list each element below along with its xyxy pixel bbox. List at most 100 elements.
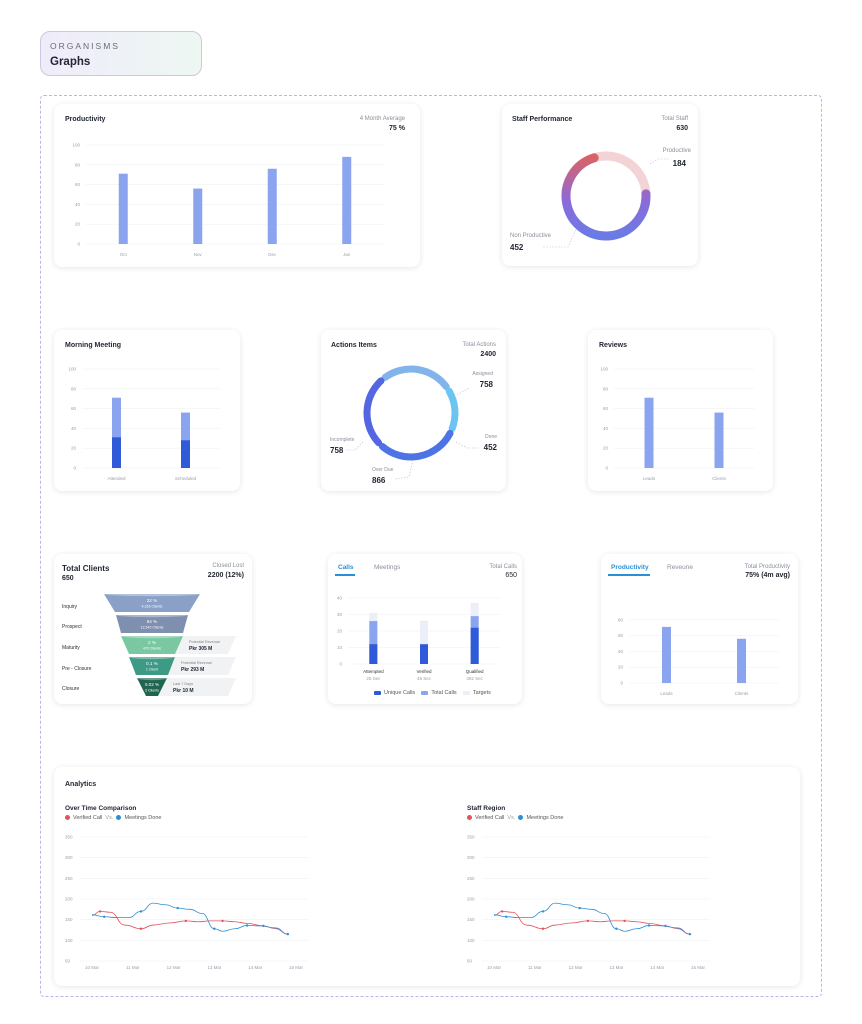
actions-assigned-label: Assigned	[472, 371, 493, 377]
y-tick-label: 0	[73, 466, 76, 471]
series-point	[213, 927, 216, 930]
series-point	[623, 919, 626, 923]
analytics-line-charts: 50 100 150 200 250 300 350 10 Mar 11 Mar 12 Mar 13…	[65, 835, 710, 970]
series-point	[245, 924, 249, 927]
funnel-stage-label: Maturity	[62, 645, 80, 651]
series-point	[500, 910, 504, 913]
x-tick-label: Clients	[712, 476, 727, 481]
y-tick-label: 100	[600, 367, 608, 372]
productivity-bar	[342, 156, 352, 244]
staff-donut-chart	[542, 151, 670, 248]
funnel-segment	[137, 678, 167, 696]
reviews-bar	[714, 412, 724, 468]
tab-calls[interactable]: Calls	[338, 564, 354, 571]
funnel-side-panel	[159, 678, 236, 696]
y-tick-label: 60	[71, 406, 77, 411]
verified-call-dot	[467, 815, 472, 821]
comparison-title: Over Time Comparison	[65, 805, 137, 812]
actions-items-card: Actions Items Total Actions 2400 Assigne…	[321, 330, 506, 491]
actions-assigned-value: 758	[479, 380, 493, 389]
series-point	[688, 932, 692, 936]
funnel-stage-label: Closure	[62, 686, 79, 692]
productivity-tabs-card: Productivity Reveune Total Productivity …	[601, 554, 798, 704]
y-tick-label: 200	[65, 897, 73, 902]
funnel-count: 12,542 Clients	[141, 626, 164, 630]
meetings-done-dot	[116, 815, 122, 821]
funnel-count: 3 Clients	[145, 689, 159, 693]
y-tick-label: 20	[71, 446, 77, 451]
x-tick-label: Scheduled	[175, 476, 197, 481]
actions-done-label: Done	[485, 434, 497, 440]
leader-line	[455, 441, 479, 449]
leader-line	[456, 387, 470, 396]
y-tick-label: 40	[75, 202, 81, 207]
action-slice	[381, 365, 450, 391]
productivity-title: Productivity	[65, 116, 106, 123]
x-tick-label: 13 Mar	[609, 965, 624, 970]
x-tick-label: 11 Mar	[528, 965, 542, 970]
x-tick-label: 11 Mar	[126, 965, 140, 970]
series-point	[615, 927, 618, 930]
x-tick-label: 15 Mar	[691, 965, 706, 970]
y-tick-label: 250	[65, 876, 73, 881]
funnel-segment	[129, 657, 175, 675]
y-tick-label: 0	[620, 681, 623, 686]
x-tick-label: 12 Mar	[167, 965, 182, 970]
y-tick-label: 200	[467, 897, 475, 902]
funnel-segment	[116, 615, 188, 633]
y-tick-label: 20	[75, 222, 81, 227]
funnel-pct: 0.02 %	[145, 682, 159, 687]
x-tick-label: Verified	[416, 669, 432, 674]
tab-calls-underline	[335, 574, 355, 576]
calls-bar	[420, 621, 428, 664]
tab-reveune[interactable]: Reveune	[667, 564, 694, 571]
clients-title: Total Clients	[62, 564, 110, 573]
y-tick-label: 50	[467, 959, 473, 964]
series-point	[505, 915, 508, 918]
section-eyebrow: ORGANISMS	[50, 41, 120, 51]
y-tick-label: 20	[337, 629, 343, 634]
tab-productivity[interactable]: Productivity	[611, 564, 649, 571]
morning-bar	[112, 397, 121, 468]
tab-productivity-underline	[608, 574, 650, 576]
clients-total-value: 650	[62, 575, 74, 582]
funnel-stage-label: Inquiry	[62, 604, 78, 610]
x-sublabel: 392 Sec	[466, 676, 483, 681]
y-tick-label: 100	[68, 367, 76, 372]
meetings-done-dot	[518, 815, 524, 821]
funnel-pct: 2 %	[148, 640, 156, 645]
y-tick-label: 60	[603, 406, 609, 411]
tab-meetings[interactable]: Meetings	[374, 564, 401, 571]
morning-meeting-card: Morning Meeting 0 20 40 60 80 100 Attended Sche…	[54, 330, 240, 491]
prodtabs-bar	[737, 638, 746, 683]
calls-bar	[470, 627, 479, 664]
y-tick-label: 80	[75, 162, 81, 167]
funnel-pct: 0.1 %	[146, 661, 158, 666]
x-tick-label: 10 Mar	[85, 965, 100, 970]
x-tick-label: 15 Mar	[289, 965, 304, 970]
actions-total-value: 2400	[480, 351, 496, 358]
legend-targets: Targets	[462, 690, 491, 696]
staff-nonproductive-value: 452	[510, 243, 524, 252]
x-sublabel: 45 Sec	[417, 676, 432, 681]
prodtabs-total-label: Total Productivity	[744, 564, 790, 570]
series-point	[647, 924, 651, 927]
x-tick-label: 12 Mar	[569, 965, 584, 970]
y-tick-label: 100	[65, 938, 73, 943]
x-tick-label: Leads	[660, 691, 673, 696]
x-tick-label: Nov	[194, 252, 203, 257]
funnel-side-panel	[167, 657, 236, 675]
funnel-pct: 64 %	[147, 619, 157, 624]
productive-slice	[589, 151, 651, 199]
actions-total-label: Total Actions	[462, 342, 496, 348]
funnel-segment	[121, 636, 183, 654]
y-tick-label: 350	[65, 835, 73, 840]
clients-closed-value: 2200 (12%)	[207, 572, 244, 579]
series-point	[541, 927, 545, 930]
funnel-segment-rim	[137, 675, 167, 681]
productivity-bar	[118, 173, 128, 244]
funnel-stage-label: Pre - Closure	[62, 666, 92, 672]
series-point	[586, 919, 590, 923]
action-slice	[363, 377, 385, 447]
series-point	[578, 906, 581, 910]
